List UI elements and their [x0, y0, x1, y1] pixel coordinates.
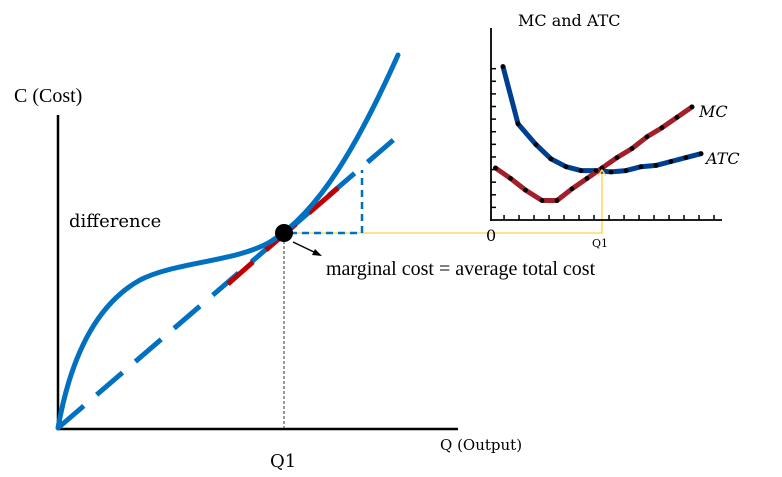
atc-point [638, 164, 644, 170]
mc-point [629, 146, 635, 151]
atc-point [548, 156, 554, 162]
mc-point [523, 187, 528, 193]
mc-point [554, 198, 560, 203]
mc-point [659, 125, 665, 131]
atc-point [683, 155, 689, 161]
mc-point [599, 165, 605, 171]
inset-chart: MC and ATC 0 Q1 MC ATC [486, 11, 740, 250]
mc-point [508, 176, 513, 181]
mc-label: MC [698, 102, 728, 121]
inset-ticks [491, 67, 715, 220]
main-chart: C (Cost) difference marginal cost = aver… [14, 52, 603, 472]
difference-label: difference [69, 211, 161, 232]
mc-point [689, 104, 695, 110]
mc-point [674, 114, 680, 120]
annotation-arrow-head [312, 249, 322, 256]
atc-point [533, 142, 539, 148]
inset-title: MC and ATC [518, 11, 620, 30]
tangent-point [275, 224, 293, 242]
atc-point [608, 169, 614, 175]
inset-series [493, 64, 704, 203]
mc-point [493, 165, 498, 171]
mc-line [493, 104, 695, 203]
yellow-connector-line [290, 172, 603, 234]
annotation-label: marginal cost = average total cost [326, 258, 596, 280]
mc-point [569, 186, 575, 192]
atc-point [515, 121, 521, 127]
atc-point [593, 168, 599, 174]
mc-point [644, 134, 650, 140]
mc-point [584, 176, 590, 181]
atc-point [563, 164, 569, 170]
tangent-dash-1 [226, 260, 255, 286]
slope-triangle [290, 170, 364, 235]
total-cost-curve [55, 52, 401, 431]
y-axis-label: C (Cost) [14, 85, 82, 107]
inset-zero-label: 0 [486, 226, 496, 245]
atc-point [698, 151, 704, 157]
mc-point [614, 155, 620, 161]
inset-q1-label: Q1 [592, 237, 608, 250]
atc-point [668, 159, 674, 164]
q1-arrow-marker [597, 168, 607, 177]
annotation-arrow-line [292, 241, 317, 254]
atc-label: ATC [704, 149, 740, 168]
q1-tick-label: Q1 [270, 451, 296, 472]
x-axis-label: Q (Output) [440, 436, 522, 454]
mc-point [539, 198, 545, 203]
atc-point [653, 163, 659, 168]
atc-point [500, 64, 506, 69]
atc-point [578, 168, 584, 174]
tangent-dash-3 [307, 186, 340, 215]
atc-point [623, 168, 629, 174]
